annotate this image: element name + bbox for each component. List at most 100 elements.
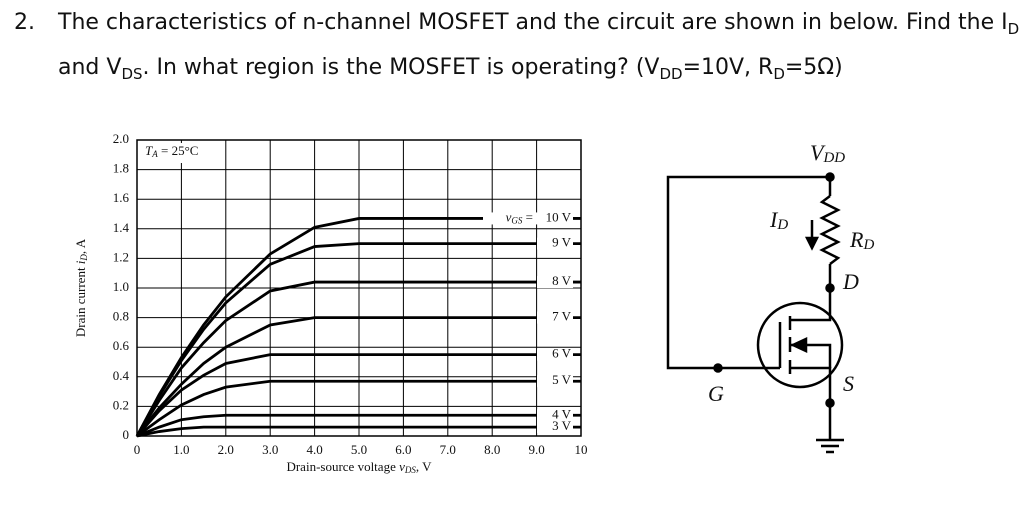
label: Drain current iD, A	[73, 238, 89, 337]
question-line: and VDS. In what region is the MOSFET is…	[58, 55, 843, 83]
wire	[666, 175, 830, 370]
arrow	[790, 337, 808, 353]
label-bg	[483, 212, 573, 225]
drain-lead	[790, 318, 832, 322]
question-line: The characteristics of n-channel MOSFET …	[58, 10, 1019, 38]
text: Drain current	[73, 264, 88, 337]
series-line	[136, 413, 581, 438]
subscript: DD	[822, 150, 845, 166]
source-label: S	[843, 371, 854, 396]
series-label: 10 V	[546, 209, 572, 224]
resistor	[819, 195, 841, 265]
label: TA = 25°C	[145, 143, 198, 159]
subscript: D	[773, 65, 785, 83]
x-tick-label: 8.0	[484, 442, 500, 457]
text: Drain-source voltage	[286, 459, 399, 474]
label-bg	[537, 237, 573, 250]
series-line	[135, 280, 581, 437]
text: and V	[58, 55, 122, 80]
text: = 25°C	[158, 143, 199, 158]
circuit	[666, 172, 844, 454]
subscript: GS	[511, 216, 522, 226]
node	[825, 283, 835, 293]
x-tick-label: 3.0	[262, 442, 278, 457]
series-label: 8 V	[552, 273, 572, 288]
variable: T	[145, 143, 153, 158]
series-line	[135, 217, 581, 437]
y-tick-label: 1.4	[113, 220, 130, 235]
series-label: 6 V	[552, 346, 572, 361]
y-tick-label: 1.2	[113, 249, 129, 264]
y-tick-label: 0.4	[113, 368, 130, 383]
label-bg	[537, 276, 573, 289]
text: . In what region is the MOSFET is operat…	[142, 55, 660, 80]
subscript: D	[79, 254, 89, 262]
y-tick-label: 1.8	[113, 161, 129, 176]
variable: v	[399, 459, 405, 474]
x-tick-label: 10	[575, 442, 588, 457]
current-arrow-head	[804, 236, 820, 251]
subscript: D	[862, 237, 874, 253]
rd-label: RD	[849, 227, 874, 253]
series-label: 4 V	[552, 406, 572, 421]
series-line	[135, 242, 581, 437]
text: =5Ω)	[784, 55, 843, 80]
subscript: DS	[404, 465, 416, 475]
x-tick-label: 4.0	[306, 442, 322, 457]
y-tick-label: 0.2	[113, 397, 129, 412]
subscript: DD	[659, 65, 683, 83]
label: vGS =	[506, 209, 533, 225]
text: , A	[73, 238, 88, 254]
y-tick-label: 0	[123, 427, 130, 442]
node	[825, 172, 835, 182]
text: The characteristics of n-channel MOSFET …	[58, 10, 1008, 35]
series-label: 9 V	[552, 235, 572, 250]
text: =	[522, 209, 533, 224]
x-tick-label: 6.0	[395, 442, 411, 457]
id-label: ID	[769, 207, 788, 233]
x-tick-label: 7.0	[440, 442, 456, 457]
label-bg	[537, 409, 573, 422]
series-line	[135, 316, 581, 437]
node	[825, 398, 835, 408]
y-tick-label: 1.0	[113, 279, 129, 294]
mosfet-body	[756, 301, 844, 389]
y-tick-label: 2.0	[113, 131, 129, 146]
label-bg	[140, 143, 212, 163]
x-tick-label: 0	[134, 442, 141, 457]
y-tick-label: 0.8	[113, 309, 129, 324]
subscript: D	[776, 217, 788, 233]
variable: v	[506, 209, 512, 224]
x-tick-label: 1.0	[173, 442, 189, 457]
subscript: A	[151, 149, 158, 159]
series-line	[136, 379, 581, 438]
question-number: 2.	[14, 10, 35, 35]
label-bg	[537, 348, 573, 361]
label-bg	[537, 311, 573, 324]
body-lead	[790, 343, 832, 368]
source-lead	[790, 366, 832, 440]
x-tick-label: 2.0	[218, 442, 234, 457]
text: =10V, R	[682, 55, 774, 80]
variable: i	[73, 260, 88, 264]
text: V	[810, 140, 826, 165]
series-line	[136, 425, 581, 438]
series-label: 5 V	[552, 372, 572, 387]
drain-label: D	[842, 269, 859, 294]
label-bg	[537, 421, 573, 434]
y-tick-label: 1.6	[113, 190, 130, 205]
x-tick-label: 9.0	[528, 442, 544, 457]
series-line	[135, 353, 581, 437]
x-tick-label: 5.0	[351, 442, 367, 457]
text: , V	[416, 459, 432, 474]
vdd-label: VDD	[810, 140, 845, 166]
series-label: 7 V	[552, 309, 572, 324]
series-label: 3 V	[552, 418, 572, 433]
label: Drain-source voltage vDS, V	[286, 459, 432, 475]
y-tick-label: 0.6	[113, 338, 130, 353]
text: I	[769, 207, 779, 232]
subscript: DS	[121, 65, 143, 83]
label-bg	[537, 375, 573, 388]
gate-label: G	[708, 381, 724, 406]
